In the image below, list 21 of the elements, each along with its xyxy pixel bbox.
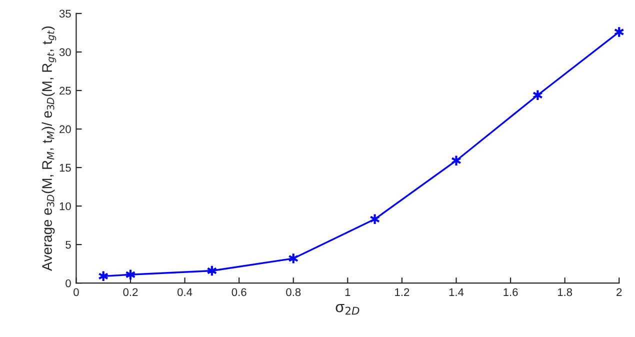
text: Average e$_{3D}$(M, R$_{M}$, t$_{M}$)/ e$_{3D}$(M, R$_{gt}$, t$_{gt}$) xyxy=(42,26,56,271)
x-tick-label: 0.2 xyxy=(123,288,138,296)
y-tick-label: 10 xyxy=(60,202,71,210)
x-tick-label: 1.6 xyxy=(504,288,518,296)
x-axis-title: σ$_{2D}$ xyxy=(336,304,360,315)
y-tick-label: 35 xyxy=(59,10,71,18)
x-tick-label: 1.4 xyxy=(449,288,464,296)
x-tick-label: 0 xyxy=(74,288,79,296)
x-tick-label: 2 xyxy=(616,288,622,296)
x-tick-label: 1 xyxy=(345,288,350,296)
x-tick-label: 0.4 xyxy=(177,288,192,296)
y-tick-label: 5 xyxy=(66,240,71,249)
x-tick-label: 1.8 xyxy=(558,288,572,296)
y-tick-label: 15 xyxy=(60,164,71,172)
y-tick-label: 0 xyxy=(66,279,71,288)
x-tick-label: 0.6 xyxy=(232,288,246,296)
y-tick-label: 20 xyxy=(60,125,71,134)
x-tick-label: 0.8 xyxy=(286,288,301,296)
y-tick-label: 30 xyxy=(59,48,71,56)
x-tick-label: 1.2 xyxy=(395,288,410,296)
y-tick-label: 25 xyxy=(60,86,71,95)
